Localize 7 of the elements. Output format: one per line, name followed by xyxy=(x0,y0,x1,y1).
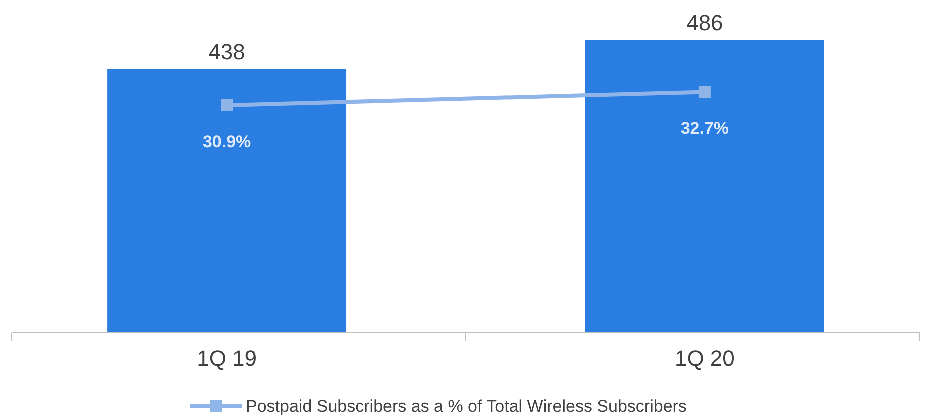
data-label: 32.7% xyxy=(680,119,730,138)
x-tick-label: 1Q 19 xyxy=(197,346,258,371)
legend-label: Postpaid Subscribers as a % of Total Wireless Subscribers xyxy=(246,397,687,416)
data-label: 30.9% xyxy=(202,132,252,152)
x-tick-label: 1Q 20 xyxy=(674,346,735,371)
data-label: 486 xyxy=(686,10,724,36)
data-label: 438 xyxy=(208,39,246,64)
